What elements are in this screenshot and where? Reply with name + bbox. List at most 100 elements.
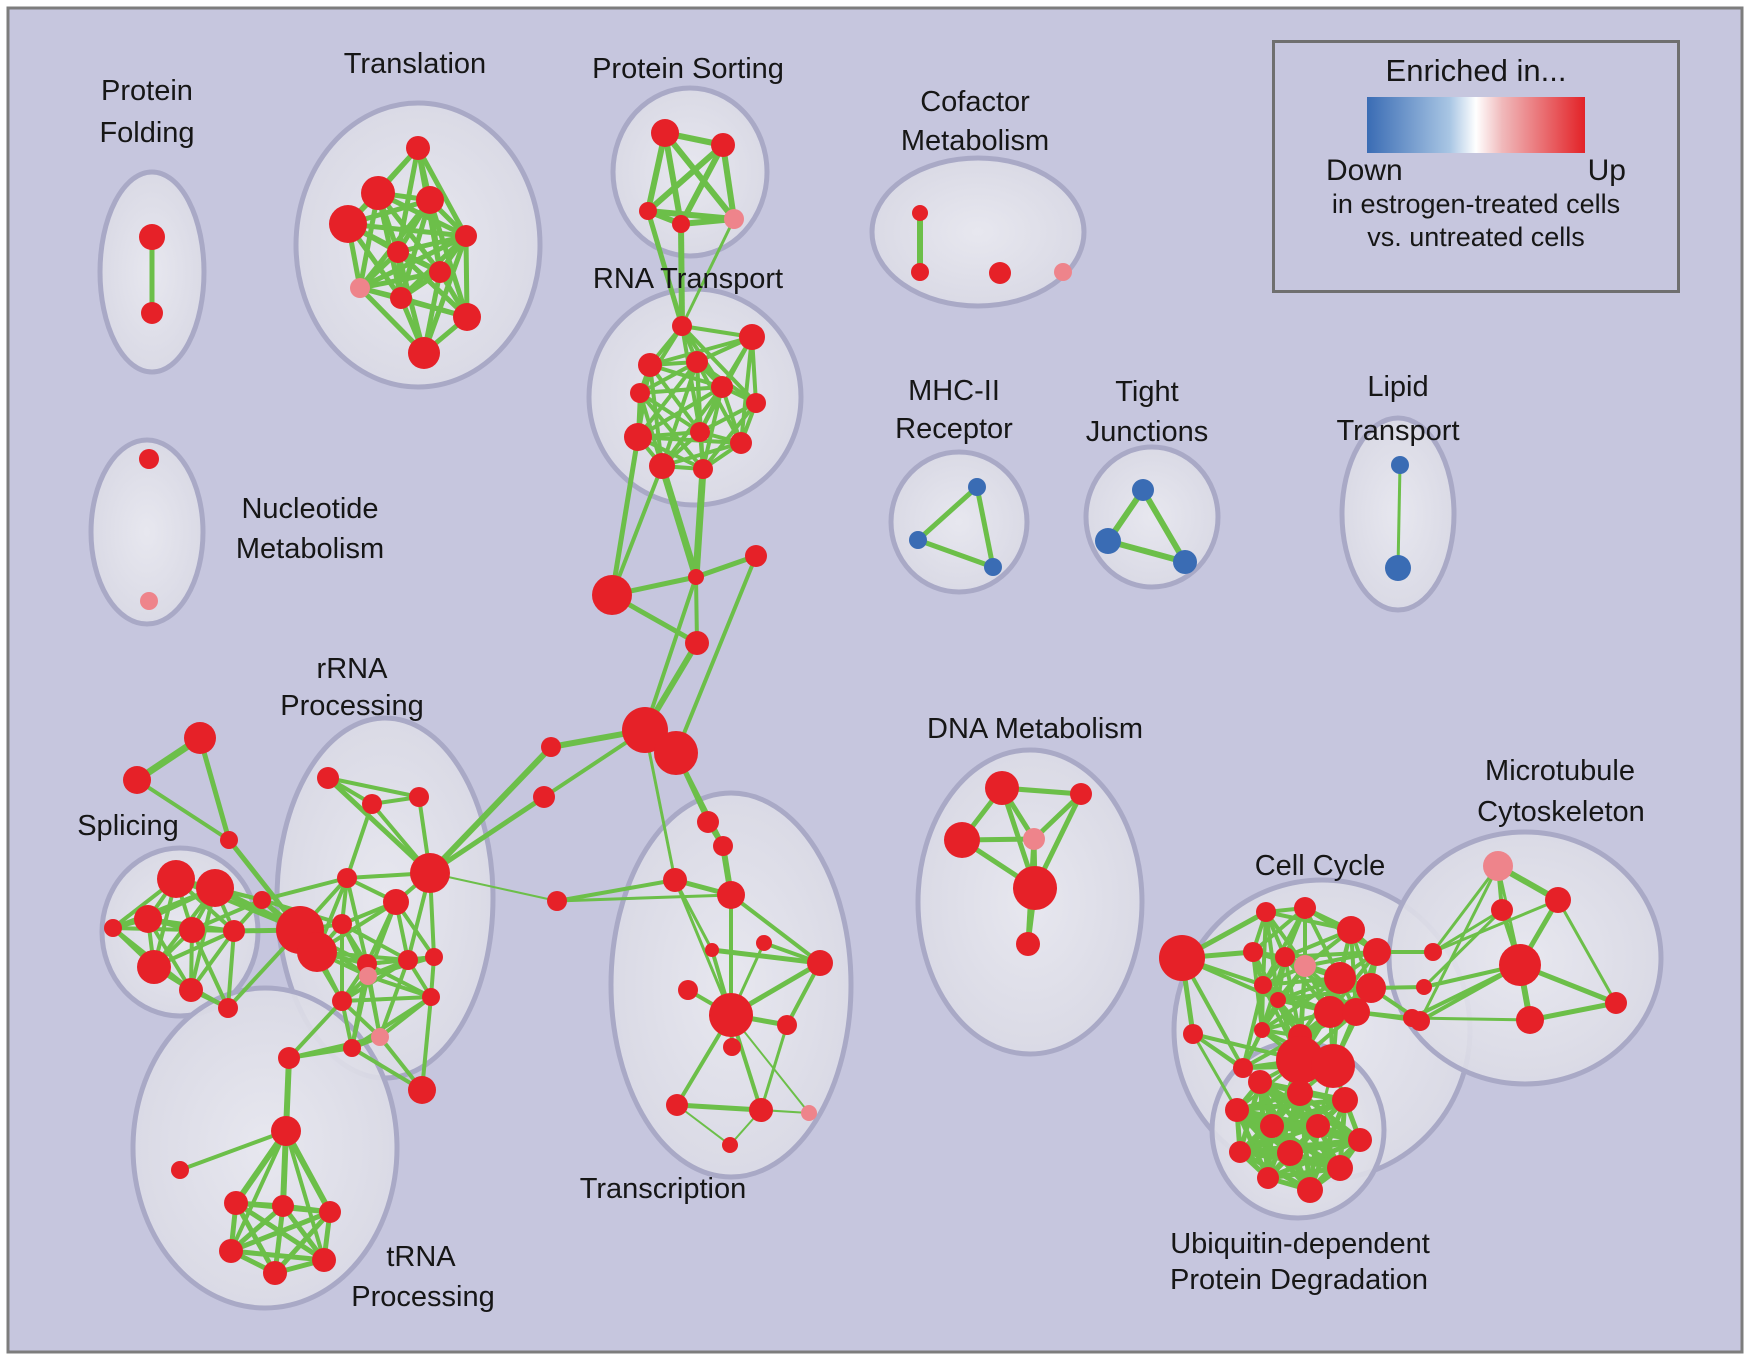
- node-red: [1363, 938, 1391, 966]
- node-red: [1243, 942, 1263, 962]
- node-pink: [1294, 955, 1316, 977]
- edge: [345, 877, 369, 965]
- node-red: [1424, 943, 1442, 961]
- legend-gradient-bar: [1367, 97, 1585, 154]
- node-red: [123, 766, 151, 794]
- node-red: [1342, 998, 1370, 1026]
- edge: [1241, 984, 1265, 1069]
- node-red: [139, 224, 165, 250]
- node-red: [455, 225, 477, 247]
- node-red: [663, 868, 687, 892]
- node-red: [362, 794, 382, 814]
- node-red: [1016, 932, 1040, 956]
- cluster-label-protein-folding: Protein: [101, 75, 193, 107]
- node-pink: [140, 592, 158, 610]
- node-red: [409, 787, 429, 807]
- edge: [638, 391, 702, 434]
- node-pink: [1054, 263, 1072, 281]
- edge: [284, 1130, 326, 1261]
- node-blue: [1385, 555, 1411, 581]
- edge: [692, 468, 707, 578]
- edge: [429, 872, 558, 902]
- node-red: [1254, 1022, 1270, 1038]
- edge: [189, 929, 236, 992]
- node-red: [196, 869, 234, 907]
- edge: [428, 794, 546, 876]
- cluster-label-protein-sorting: Protein Sorting: [592, 53, 784, 85]
- node-red: [989, 262, 1011, 284]
- edge: [701, 401, 758, 471]
- edge: [1396, 464, 1402, 569]
- node-red: [410, 853, 450, 893]
- node-red: [944, 822, 980, 858]
- edge: [680, 218, 736, 327]
- node-red: [1254, 976, 1272, 994]
- node-red: [1311, 1044, 1355, 1088]
- node-red: [639, 202, 657, 220]
- node-red: [666, 1094, 688, 1116]
- edge: [680, 324, 758, 405]
- legend-caption-line2: vs. untreated cells: [1367, 221, 1585, 252]
- edge: [917, 537, 994, 570]
- node-red: [533, 786, 555, 808]
- edge: [674, 555, 758, 754]
- edge: [701, 386, 724, 470]
- edge: [662, 132, 684, 225]
- legend-up-label: Up: [1587, 154, 1626, 188]
- node-red: [1287, 1080, 1313, 1106]
- node-red: [297, 932, 337, 972]
- node-red: [541, 737, 561, 757]
- node-red: [1183, 1024, 1203, 1044]
- node-red: [723, 1038, 741, 1056]
- edge: [366, 975, 382, 1038]
- node-red: [1248, 1070, 1272, 1094]
- edge: [556, 893, 732, 903]
- cluster-label-microtubule-cytoskeleton: Cytoskeleton: [1477, 796, 1645, 828]
- node-red: [1257, 1167, 1279, 1189]
- node-red: [137, 950, 171, 984]
- cluster-label-nucleotide-metabolism: Metabolism: [236, 533, 384, 565]
- node-red: [711, 376, 733, 398]
- edge: [1251, 906, 1307, 954]
- edge: [609, 436, 641, 596]
- node-red: [1260, 1114, 1284, 1138]
- cluster-label-dna-metabolism: DNA Metabolism: [927, 713, 1143, 745]
- node-red: [1356, 973, 1386, 1003]
- cluster-label-rrna-processing: rRNA: [317, 653, 389, 685]
- node-red: [398, 950, 418, 970]
- edge: [359, 269, 441, 291]
- edge: [1431, 865, 1500, 953]
- edge: [1432, 908, 1503, 954]
- node-red: [1491, 899, 1513, 921]
- node-red: [711, 133, 735, 157]
- edge: [1411, 1016, 1531, 1022]
- edge: [661, 441, 742, 468]
- cluster-label-lipid-transport: Transport: [1336, 415, 1459, 447]
- node-red: [730, 432, 752, 454]
- edge: [226, 930, 236, 1009]
- node-red: [425, 948, 443, 966]
- node-red: [749, 1098, 773, 1122]
- cluster-label-splicing: Splicing: [77, 810, 179, 842]
- edge: [1418, 865, 1500, 1022]
- node-red: [416, 186, 444, 214]
- node-pink: [801, 1105, 817, 1121]
- cluster-label-cell-cycle: Cell Cycle: [1255, 850, 1386, 882]
- edge: [645, 210, 685, 327]
- edge: [1140, 488, 1188, 564]
- node-red: [678, 980, 698, 1000]
- edge: [711, 947, 821, 966]
- node-red: [184, 722, 216, 754]
- edge: [341, 922, 409, 962]
- node-red: [390, 287, 412, 309]
- cluster-label-tight-junctions: Tight: [1115, 376, 1178, 408]
- cluster-label-cofactor-metabolism: Cofactor: [920, 86, 1030, 118]
- edge: [678, 143, 726, 226]
- edge: [1236, 1097, 1346, 1113]
- edge: [1107, 538, 1186, 565]
- node-red: [985, 771, 1019, 805]
- edge: [610, 465, 664, 596]
- node-red: [1516, 1006, 1544, 1034]
- edge: [678, 223, 685, 327]
